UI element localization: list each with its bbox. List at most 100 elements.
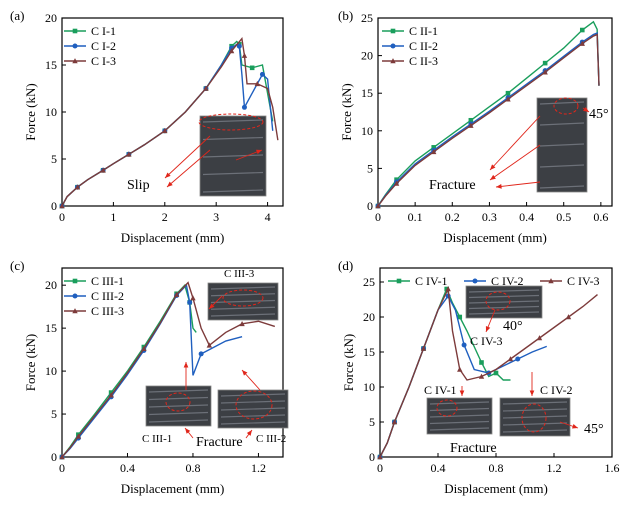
arrow-head [246, 430, 252, 436]
data-point [75, 433, 82, 439]
y-tick-label: 10 [45, 105, 57, 119]
x-tick-label: 0 [375, 210, 381, 224]
data-point [254, 80, 261, 87]
legend-label: C III-3 [91, 304, 124, 318]
y-tick-label: 25 [361, 11, 373, 25]
photo-texture [429, 414, 490, 418]
photo-texture [210, 286, 276, 290]
data-point [507, 356, 514, 362]
annotation-c2: C III-2 [256, 433, 286, 445]
series-line [379, 286, 598, 458]
legend-label: C IV-1 [415, 274, 448, 288]
photo-texture [210, 293, 276, 297]
data-point [59, 203, 65, 209]
failure-circle [521, 403, 547, 433]
photo-texture [502, 408, 568, 412]
photo-texture [210, 313, 276, 317]
arrow-head [242, 370, 248, 376]
x-tick-label: 0.2 [445, 210, 460, 224]
photo-texture [502, 401, 568, 405]
panel-c: 0 0.4 0.8 1.2 0 5 10 15 20 Displacement (mm) Force… [10, 258, 289, 496]
plot-frame [61, 267, 284, 458]
legend-label: C IV-3 [567, 274, 600, 288]
annotation-c4-3: C IV-3 [470, 334, 503, 348]
annotation-c4-2: C IV-2 [540, 383, 573, 397]
photo-texture [539, 164, 585, 168]
arrow-head [165, 172, 171, 178]
y-tick-label: 15 [361, 86, 373, 100]
photo-texture [202, 189, 264, 193]
data-point [468, 117, 474, 123]
data-point [206, 342, 213, 348]
plot-frame [377, 17, 613, 207]
photo-texture [202, 119, 264, 123]
y-tick-label: 10 [45, 364, 57, 378]
arrow-head [256, 149, 262, 155]
photo-texture [539, 101, 585, 105]
legend-label: C I-1 [91, 24, 116, 38]
annotation-c1: C III-1 [142, 433, 172, 445]
annotation-c4-1: C IV-1 [424, 383, 457, 397]
data-point [493, 370, 499, 376]
legend-marker [72, 308, 78, 314]
data-point [377, 454, 383, 460]
x-tick-label: 0.1 [408, 210, 423, 224]
y-axis-label: Force (kN) [339, 83, 354, 140]
x-tick-label: 0.8 [489, 461, 504, 475]
panel-b: 0 0.1 0.2 0.3 0.4 0.5 0.6 0 5 10 15 20 25 Displacemen… [338, 8, 613, 245]
data-point [420, 345, 427, 351]
annotation-angle-45: 45° [584, 422, 604, 437]
y-tick-label: 5 [51, 152, 57, 166]
photo-texture [210, 299, 276, 304]
y-tick-label: 5 [369, 415, 375, 429]
y-tick-label: 20 [45, 278, 57, 292]
x-tick-label: 0.8 [185, 461, 200, 475]
data-point [542, 69, 548, 75]
data-point [375, 203, 381, 209]
data-point [198, 351, 204, 357]
data-point [173, 291, 180, 297]
legend-label: C IV-2 [491, 274, 524, 288]
legend-label: C I-2 [91, 39, 116, 53]
annotation-c3: C III-3 [224, 268, 255, 280]
x-tick-label: 0.4 [431, 461, 446, 475]
data-point [542, 60, 548, 66]
y-tick-label: 20 [361, 49, 373, 63]
series-line [61, 37, 279, 207]
data-point [445, 286, 451, 292]
arrow-head [583, 106, 589, 112]
y-axis-label: Force (kN) [341, 334, 356, 391]
x-tick-label: 0.5 [556, 210, 571, 224]
failure-circle [198, 113, 264, 131]
callout-arrow [495, 181, 541, 188]
data-point [190, 295, 196, 301]
data-point [431, 148, 437, 155]
data-point [393, 180, 400, 186]
data-point [391, 419, 398, 425]
data-point [162, 127, 168, 134]
legend-label: C III-1 [91, 274, 124, 288]
photo-texture [202, 154, 264, 158]
arrow-head [490, 164, 496, 170]
data-point [241, 104, 247, 110]
failure-circle [235, 390, 273, 420]
legend-marker [396, 278, 402, 284]
photo-texture [468, 300, 540, 304]
photo-texture [220, 414, 286, 418]
panel-a: 0 1 2 3 4 0 5 10 15 20 Displacement (mm) Force (kN)… [10, 8, 284, 245]
data-point [461, 342, 467, 348]
photo-texture [539, 143, 585, 147]
y-tick-label: 0 [369, 450, 375, 464]
failure-circle [553, 97, 579, 115]
x-tick-label: 3 [213, 210, 219, 224]
x-tick-label: 0 [377, 461, 383, 475]
data-point [536, 335, 543, 341]
photo-texture [220, 407, 286, 411]
data-point [515, 356, 521, 362]
x-tick-label: 0 [59, 210, 65, 224]
legend-label: C II-3 [409, 54, 438, 68]
photo-texture [148, 419, 209, 423]
legend-marker [472, 278, 478, 284]
y-tick-label: 0 [51, 450, 57, 464]
photo-texture [148, 396, 209, 401]
